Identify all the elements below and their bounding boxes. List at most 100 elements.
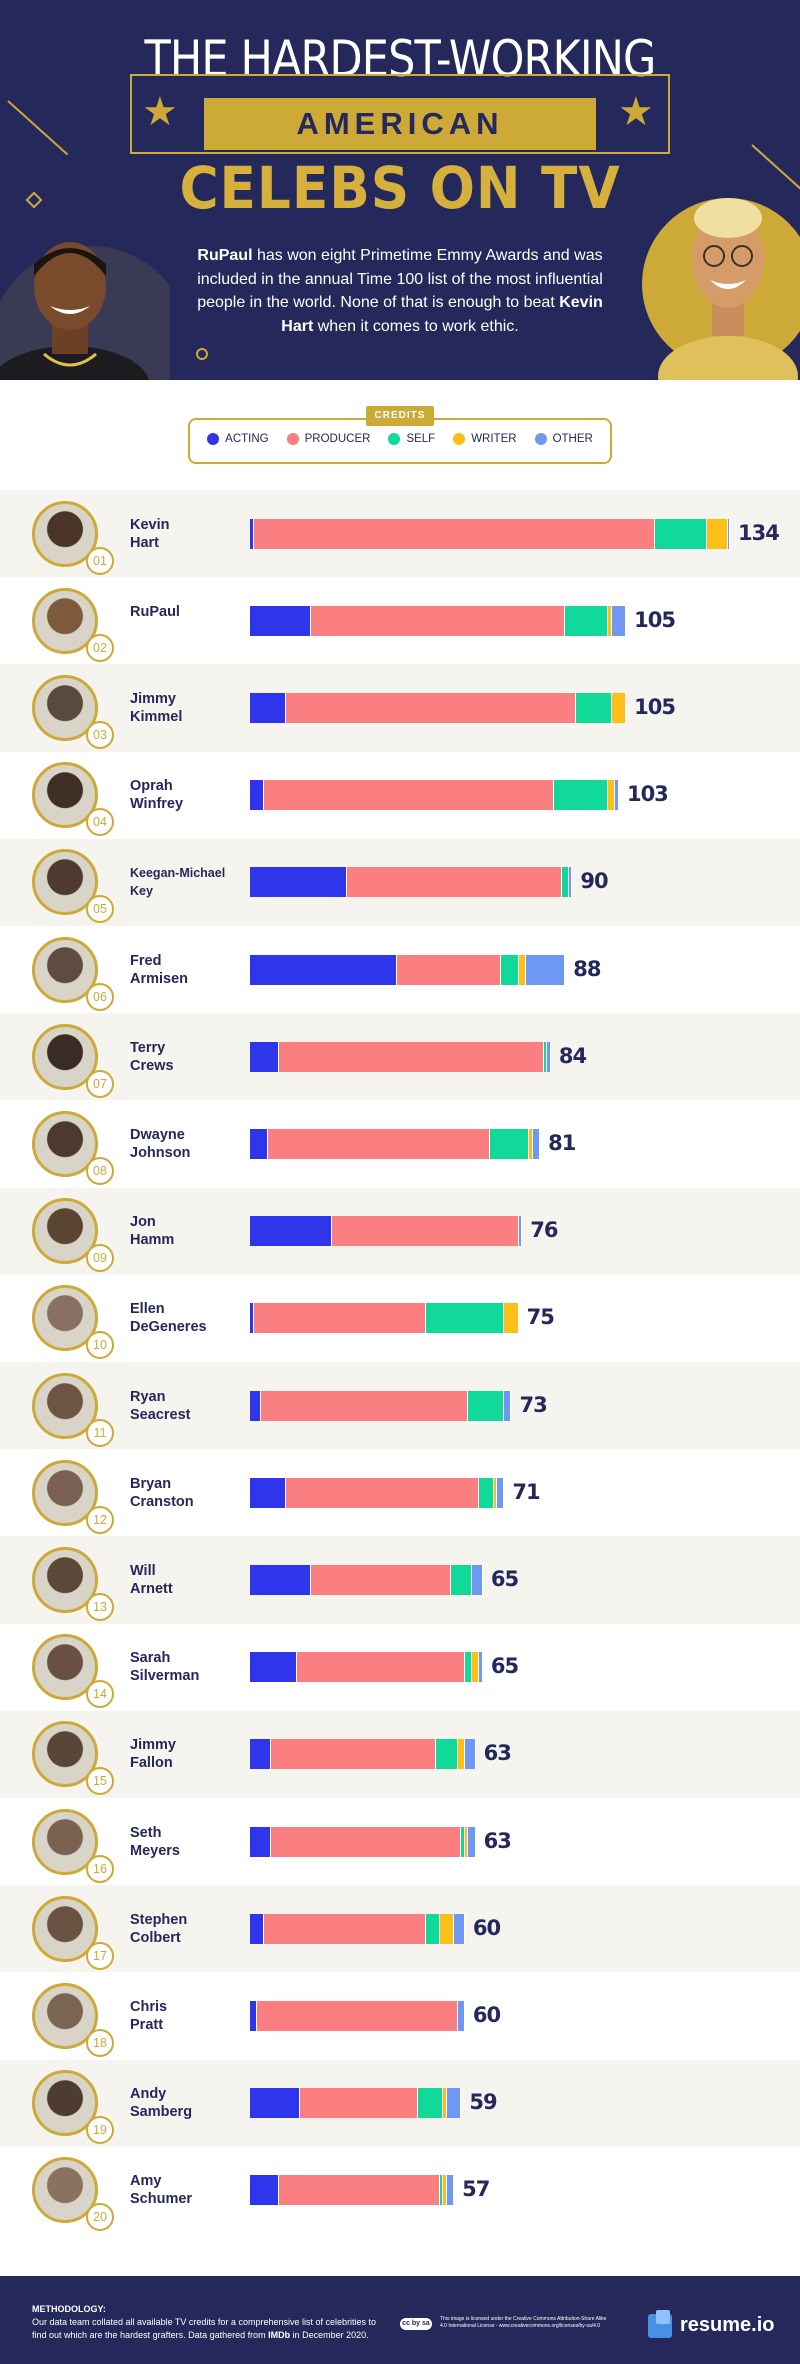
bar-segment-acting — [250, 1128, 268, 1159]
total-credits-label: 65 — [490, 1566, 519, 1591]
bar-segment-other — [728, 518, 730, 549]
stacked-bar — [250, 1303, 519, 1334]
legend-item-acting: ACTING — [207, 433, 269, 445]
star-icon: ★ — [618, 90, 654, 134]
bar-segment-self — [489, 1128, 530, 1159]
bar-segment-writer — [529, 1128, 533, 1159]
bar-segment-self — [479, 1477, 494, 1508]
bar-segment-self — [425, 1303, 505, 1334]
stacked-bar — [250, 1913, 465, 1944]
celebrity-name: Oprah Winfrey — [130, 778, 184, 813]
legend-swatch — [388, 433, 401, 445]
resume-io-logo-icon — [648, 2310, 672, 2338]
total-credits-label: 71 — [512, 1479, 540, 1504]
bar-segment-producer — [264, 1913, 426, 1944]
total-credits-label: 60 — [472, 1915, 501, 1940]
stacked-bar — [250, 1128, 541, 1159]
bar-segment-acting — [250, 2088, 301, 2119]
legend-item-producer: PRODUCER — [286, 433, 370, 445]
title-line-3: CELEBS ON TV — [179, 154, 621, 222]
bar-segment-acting — [250, 1216, 333, 1247]
bar-segment-producer — [310, 1564, 451, 1595]
rank-badge: 15 — [86, 1767, 114, 1796]
stacked-bar — [250, 954, 566, 985]
bar-segment-acting — [250, 1390, 261, 1421]
rank-badge: 18 — [86, 2028, 114, 2057]
bar-segment-writer — [464, 1826, 469, 1857]
total-credits-label: 90 — [580, 869, 608, 894]
total-credits-label: 65 — [490, 1654, 519, 1679]
total-credits-label: 81 — [548, 1130, 576, 1155]
bar-segment-producer — [296, 1652, 465, 1683]
total-credits-label: 76 — [530, 1218, 558, 1243]
bar-segment-writer — [472, 1652, 480, 1683]
bar-segment-producer — [278, 2175, 440, 2206]
stacked-bar — [250, 2000, 465, 2031]
rank-badge: 10 — [86, 1331, 114, 1360]
total-credits-label: 134 — [738, 520, 780, 545]
bar-segment-acting — [250, 1041, 279, 1072]
bar-segment-other — [472, 1564, 483, 1595]
bar-segment-other — [454, 1913, 465, 1944]
rank-badge: 03 — [86, 720, 114, 749]
bar-segment-other — [468, 1826, 476, 1857]
bar-segment-other — [504, 1390, 512, 1421]
stacked-bar — [250, 1564, 483, 1595]
bar-segment-producer — [300, 2088, 419, 2119]
bar-segment-other — [518, 1216, 523, 1247]
bar-segment-other — [447, 2175, 455, 2206]
stacked-bar — [250, 780, 619, 811]
bar-segment-other — [479, 1652, 483, 1683]
chart-row: 05 Keegan-Michael Key 90 — [0, 838, 800, 926]
bar-segment-acting — [250, 2000, 258, 2031]
bar-segment-self — [575, 692, 612, 723]
bar-segment-acting — [250, 2175, 279, 2206]
legend-item-self: SELF — [388, 433, 435, 445]
total-credits-label: 105 — [634, 607, 676, 632]
rank-badge: 09 — [86, 1244, 114, 1273]
chart-row: 07 Terry Crews 84 — [0, 1013, 800, 1101]
celebrity-name: Ellen DeGeneres — [130, 1301, 207, 1336]
bar-segment-writer — [457, 1739, 465, 1770]
stacked-bar — [250, 2088, 462, 2119]
bar-segment-acting — [250, 1913, 265, 1944]
total-credits-label: 103 — [626, 782, 669, 807]
stacked-bar — [250, 1390, 512, 1421]
stacked-bar — [250, 1826, 476, 1857]
chart-row: 19 Andy Samberg 59 — [0, 2059, 800, 2147]
rank-badge: 04 — [86, 808, 114, 837]
bar-segment-other — [611, 605, 627, 636]
celebrity-avatar — [32, 762, 98, 829]
celebrity-name: RuPaul — [130, 603, 180, 620]
bar-segment-other — [568, 867, 573, 898]
celebrity-name: Kevin Hart — [130, 516, 170, 551]
bar-segment-other — [446, 2088, 462, 2119]
chart-row: 14 Sarah Silverman 65 — [0, 1624, 800, 1711]
bar-segment-acting — [250, 954, 397, 985]
legend-item-other: OTHER — [534, 433, 593, 445]
chart-row: 02 RuPaul 105 — [0, 577, 800, 664]
bar-segment-producer — [285, 1477, 480, 1508]
celebrity-name: Keegan-Michael Key — [130, 866, 226, 899]
license-text: This image is licensed under the Creativ… — [440, 2316, 607, 2329]
title-line-1: THE HARDEST-WORKING — [144, 30, 656, 88]
bar-segment-self — [450, 1564, 473, 1595]
legend-swatch — [534, 433, 547, 445]
stacked-bar — [250, 2175, 455, 2206]
chart-row: 10 Ellen DeGeneres 75 — [0, 1275, 800, 1362]
chart-row: 04 Oprah Winfrey 103 — [0, 752, 800, 839]
celebrity-avatar — [32, 1895, 98, 1962]
brand-logo[interactable]: resume.io — [680, 2314, 775, 2336]
creative-commons-icon: cc by sa — [400, 2318, 432, 2330]
bar-segment-writer — [493, 1477, 498, 1508]
rank-badge: 14 — [86, 1680, 114, 1709]
stacked-bar — [250, 1477, 505, 1508]
rank-badge: 16 — [86, 1854, 114, 1883]
bar-segment-writer — [504, 1303, 519, 1334]
total-credits-label: 60 — [472, 2002, 501, 2027]
bar-segment-other — [497, 1477, 505, 1508]
celebrity-name: Fred Armisen — [130, 952, 189, 987]
stacked-bar — [250, 867, 573, 898]
celebrity-avatar — [32, 1023, 98, 1090]
bar-segment-acting — [250, 1303, 254, 1334]
